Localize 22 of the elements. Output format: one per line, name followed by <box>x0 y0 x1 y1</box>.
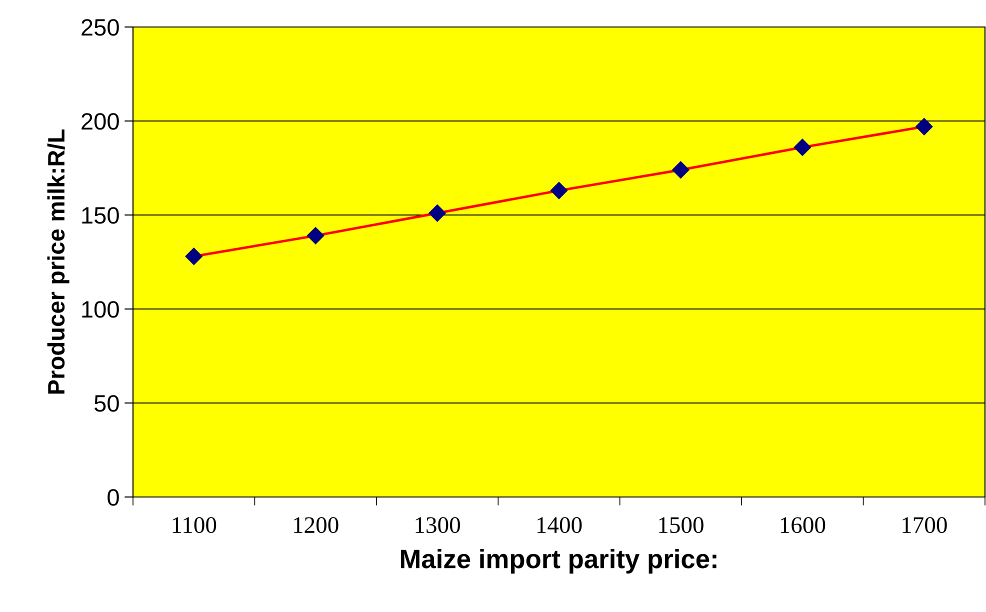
x-tick-label: 1400 <box>537 517 582 534</box>
point <box>794 138 811 156</box>
y-tick-label: 100 <box>82 301 119 318</box>
point <box>307 227 324 244</box>
y-tick-label: 250 <box>82 19 119 36</box>
point <box>428 204 446 222</box>
y-axis-title: Producer price milk:R/L <box>47 130 70 394</box>
point <box>672 161 690 178</box>
y-tick-label: 50 <box>94 395 119 412</box>
point <box>550 182 568 200</box>
x-tick-label: 1100 <box>172 517 216 534</box>
x-tick-label: 1500 <box>659 517 704 534</box>
y-tick-label: 200 <box>82 113 119 130</box>
y-tick-label: 0 <box>108 489 119 506</box>
x-axis-title: Maize import parity price: <box>400 548 716 574</box>
point <box>916 118 933 136</box>
x-tick-label: 1200 <box>294 517 338 534</box>
x-tick-label: 1300 <box>416 517 460 534</box>
x-tick-label: 1700 <box>902 517 947 534</box>
point <box>185 248 202 265</box>
y-tick-label: 150 <box>82 207 119 224</box>
x-tick-label: 1600 <box>780 517 826 534</box>
